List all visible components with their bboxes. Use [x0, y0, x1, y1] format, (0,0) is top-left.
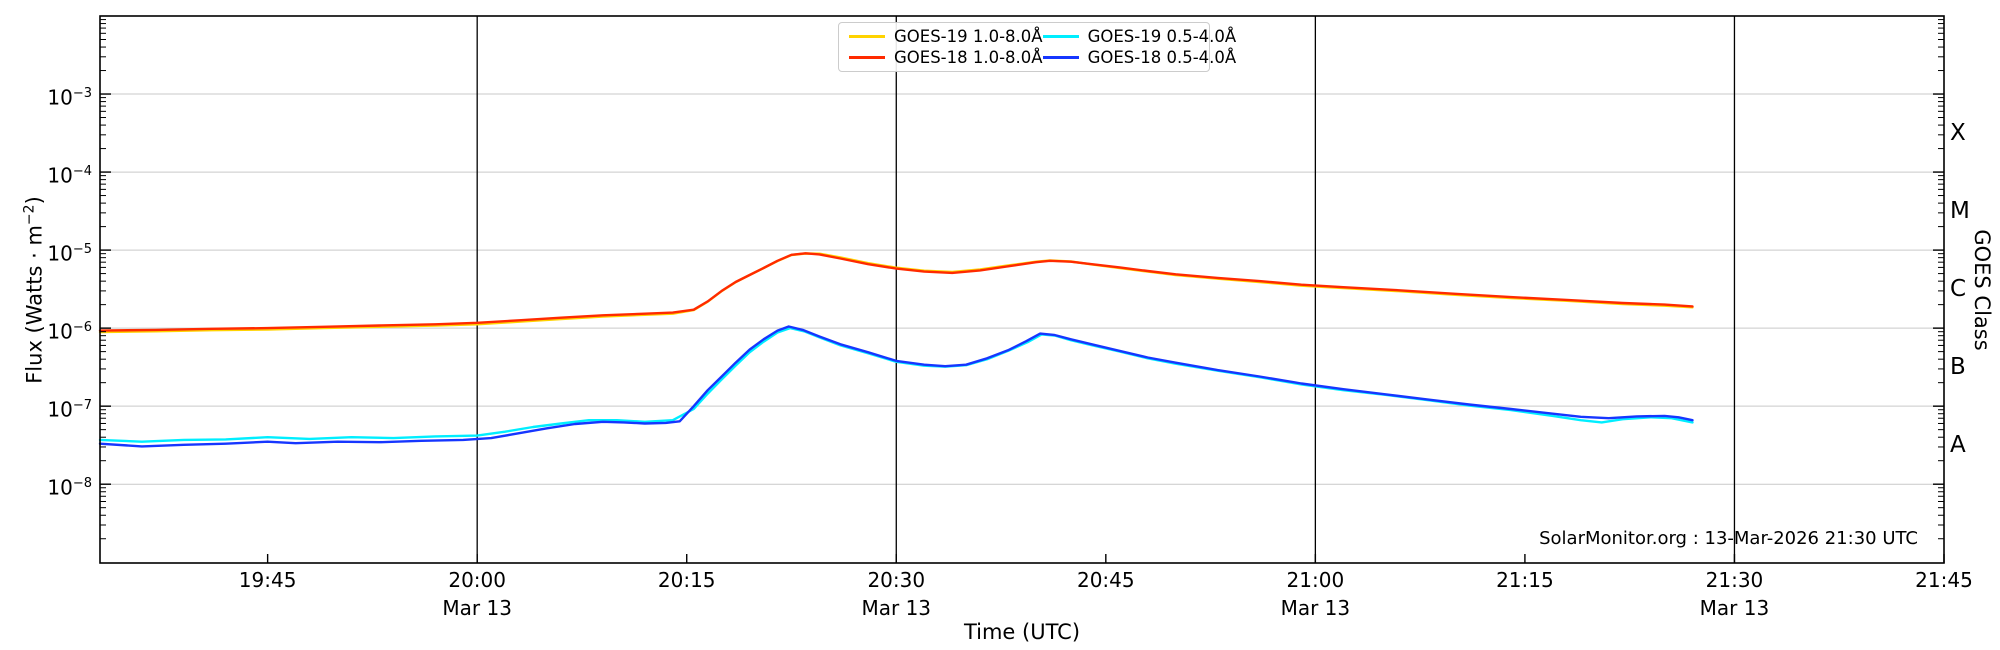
- legend-line-swatch: [849, 56, 885, 59]
- x-tick-label: 21:00: [1286, 568, 1345, 592]
- x-tick-label: 20:30: [867, 568, 926, 592]
- y-tick-label: 10−3: [47, 85, 92, 110]
- plot-border: [99, 15, 1945, 564]
- solarmonitor-timestamp: SolarMonitor.org : 13-Mar-2026 21:30 UTC: [1539, 528, 1918, 549]
- y-axis-title: Flux (Watts · m−2): [21, 196, 47, 384]
- x-tick-label: 21:30: [1705, 568, 1764, 592]
- right-axis-title: GOES Class: [1970, 229, 1994, 351]
- x-axis-title: Time (UTC): [963, 620, 1081, 644]
- legend-item-goes19-short: GOES-19 0.5-4.0Å: [1042, 26, 1237, 47]
- y-tick-label: 10−5: [47, 241, 92, 266]
- goes-class-X: X: [1950, 120, 1966, 147]
- x-tick-label: 21:15: [1496, 568, 1554, 592]
- goes-class-M: M: [1950, 198, 1970, 225]
- series-goes18-long: [98, 252, 1694, 332]
- legend-item-goes18-short: GOES-18 0.5-4.0Å: [1042, 47, 1237, 68]
- x-tick-label: 20:15: [657, 568, 716, 592]
- x-tick-label: 19:45: [238, 568, 297, 592]
- legend-label: GOES-19 1.0-8.0Å: [894, 27, 1043, 46]
- legend: GOES-19 1.0-8.0Å GOES-18 1.0-8.0Å GOES-1…: [838, 22, 1236, 72]
- series-goes18-short: [98, 325, 1694, 448]
- goes-class-A: A: [1950, 432, 1966, 459]
- x-tick-label: 20:00: [448, 568, 506, 592]
- legend-line-swatch: [1042, 35, 1079, 38]
- legend-label: GOES-19 0.5-4.0Å: [1087, 27, 1237, 46]
- legend-item-goes18-long: GOES-18 1.0-8.0Å: [849, 47, 1043, 68]
- legend-item-goes19-long: GOES-19 1.0-8.0Å: [849, 26, 1043, 47]
- y-tick-label: 10−8: [47, 475, 92, 500]
- x-tick-date-label: Mar 13: [1699, 596, 1770, 620]
- legend-line-swatch: [1042, 56, 1079, 59]
- y-tick-label: 10−4: [47, 163, 92, 188]
- x-tick-date-label: Mar 13: [861, 596, 932, 620]
- x-tick-date-label: Mar 13: [1280, 596, 1351, 620]
- x-tick-label: 21:45: [1915, 568, 1973, 592]
- x-tick-date-label: Mar 13: [442, 596, 512, 620]
- legend-label: GOES-18 1.0-8.0Å: [894, 48, 1043, 67]
- goes-class-B: B: [1950, 354, 1966, 381]
- y-tick-label: 10−7: [47, 397, 92, 422]
- x-tick-label: 20:45: [1076, 568, 1135, 592]
- goes-class-C: C: [1950, 276, 1967, 303]
- y-tick-label: 10−6: [47, 319, 92, 344]
- legend-line-swatch: [849, 35, 885, 38]
- legend-label: GOES-18 0.5-4.0Å: [1087, 48, 1237, 67]
